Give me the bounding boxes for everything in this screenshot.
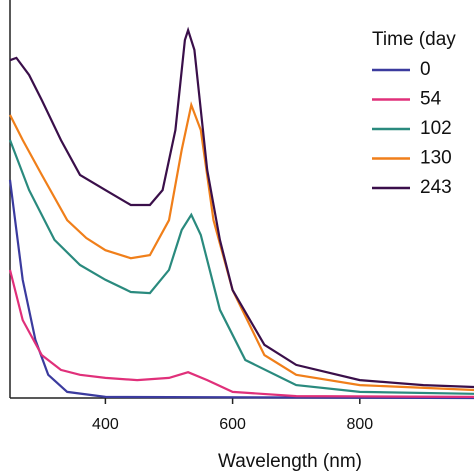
x-tick-label: 400 <box>92 416 119 433</box>
x-axis-label: Wavelength (nm) <box>218 451 362 472</box>
legend-label: 243 <box>420 177 452 198</box>
legend-title: Time (day <box>372 29 456 50</box>
legend-label: 0 <box>420 59 431 80</box>
line <box>8 269 474 398</box>
line <box>8 139 474 395</box>
x-tick-label: 800 <box>346 416 373 433</box>
line <box>8 179 474 400</box>
legend-label: 102 <box>420 118 452 139</box>
line <box>9 101 474 392</box>
line <box>9 26 474 389</box>
legend-label: 54 <box>420 89 442 110</box>
x-tick-label: 600 <box>219 416 246 433</box>
legend-label: 130 <box>420 148 452 169</box>
